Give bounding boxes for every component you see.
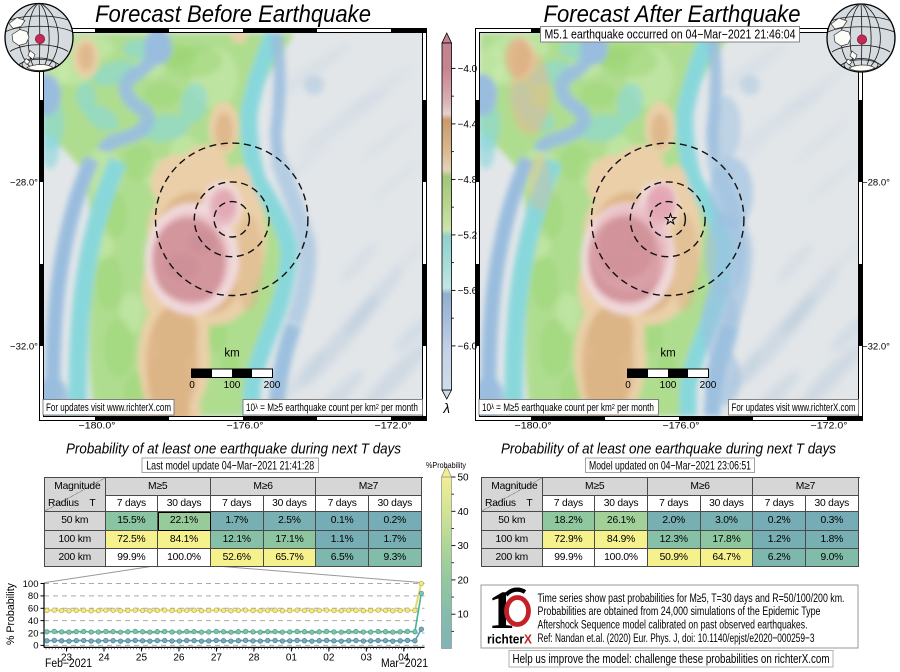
- svg-text:28: 28: [248, 653, 260, 664]
- svg-text:80: 80: [28, 591, 39, 602]
- svg-text:26: 26: [173, 653, 185, 664]
- svg-text:Last model update 04−Mar−2021: Last model update 04−Mar−2021 21:41:28: [146, 459, 314, 473]
- svg-text:50: 50: [458, 473, 470, 484]
- svg-text:100: 100: [660, 380, 677, 391]
- svg-text:Probabilities are obtained fro: Probabilities are obtained from 24,000 s…: [538, 604, 821, 618]
- svg-text:0: 0: [33, 641, 38, 652]
- svg-text:−6.0: −6.0: [458, 341, 478, 352]
- svg-text:−172.0°: −172.0°: [375, 421, 412, 432]
- svg-text:−32.0°: −32.0°: [862, 342, 890, 353]
- svg-text:100: 100: [224, 380, 241, 391]
- svg-text:200: 200: [264, 380, 281, 391]
- svg-text:Model updated on 04−Mar−2021 2: Model updated on 04−Mar−2021 23:06:51: [589, 459, 751, 473]
- svg-text:20: 20: [28, 628, 39, 639]
- svg-text:30: 30: [458, 541, 470, 552]
- svg-text:10λ = M≥5 earthquake count per: 10λ = M≥5 earthquake count per km2 per m…: [482, 402, 654, 414]
- svg-text:Help us improve the model: cha: Help us improve the model: challenge the…: [513, 652, 830, 666]
- svg-text:20: 20: [458, 575, 470, 586]
- svg-text:−28.0°: −28.0°: [862, 178, 890, 189]
- svg-text:For updates visit www.richterX: For updates visit www.richterX.com: [732, 402, 856, 414]
- svg-text:23: 23: [61, 653, 73, 664]
- svg-text:−5.6: −5.6: [458, 286, 478, 297]
- svg-text:200: 200: [700, 380, 717, 391]
- svg-text:km: km: [660, 348, 675, 360]
- svg-text:−4.8: −4.8: [458, 175, 478, 186]
- svg-text:−28.0°: −28.0°: [10, 178, 38, 189]
- svg-text:richterX: richterX: [487, 633, 533, 647]
- svg-text:10λ = M≥5 earthquake count per: 10λ = M≥5 earthquake count per km2 per m…: [246, 402, 418, 414]
- svg-text:λ: λ: [442, 401, 450, 416]
- svg-text:−176.0°: −176.0°: [663, 421, 700, 432]
- svg-text:10: 10: [458, 610, 470, 621]
- svg-text:0: 0: [189, 380, 195, 391]
- svg-text:−5.2: −5.2: [458, 230, 478, 241]
- svg-text:40: 40: [458, 507, 470, 518]
- svg-text:Probability of at least one ea: Probability of at least one earthquake d…: [501, 442, 836, 458]
- svg-text:−4.0: −4.0: [458, 64, 478, 75]
- svg-text:01: 01: [286, 653, 298, 664]
- svg-text:40: 40: [28, 616, 39, 627]
- svg-text:Forecast Before Earthquake: Forecast Before Earthquake: [95, 1, 371, 28]
- svg-text:−4.4: −4.4: [458, 119, 478, 130]
- svg-text:% Probability: % Probability: [5, 583, 17, 645]
- svg-text:Feb−2021: Feb−2021: [45, 658, 92, 670]
- svg-text:M5.1 earthquake occurred on 04: M5.1 earthquake occurred on 04−Mar−2021 …: [545, 28, 796, 42]
- svg-text:03: 03: [361, 653, 373, 664]
- svg-text:24: 24: [98, 653, 110, 664]
- svg-text:Aftershock Sequence model cali: Aftershock Sequence model calibrated on …: [538, 618, 808, 632]
- svg-text:60: 60: [28, 604, 39, 615]
- svg-text:04: 04: [398, 653, 410, 664]
- svg-text:−180.0°: −180.0°: [515, 421, 552, 432]
- svg-text:Time series show past probabil: Time series show past probabilities for …: [538, 591, 845, 605]
- svg-text:km: km: [224, 348, 239, 360]
- svg-text:Mar−2021: Mar−2021: [381, 658, 428, 670]
- svg-text:%Probability: %Probability: [426, 460, 467, 470]
- svg-text:25: 25: [136, 653, 148, 664]
- svg-text:02: 02: [323, 653, 335, 664]
- svg-text:−180.0°: −180.0°: [79, 421, 116, 432]
- svg-text:−176.0°: −176.0°: [227, 421, 264, 432]
- svg-text:−32.0°: −32.0°: [10, 342, 38, 353]
- svg-text:Forecast After Earthquake: Forecast After Earthquake: [544, 1, 801, 28]
- svg-text:27: 27: [211, 653, 223, 664]
- svg-text:0: 0: [625, 380, 631, 391]
- svg-text:−172.0°: −172.0°: [811, 421, 848, 432]
- svg-text:Ref: Nandan et.al. (2020) Eur.: Ref: Nandan et.al. (2020) Eur. Phys. J, …: [538, 631, 815, 645]
- svg-text:For updates visit www.richterX: For updates visit www.richterX.com: [46, 402, 171, 414]
- svg-text:Probability of at least one ea: Probability of at least one earthquake d…: [66, 442, 401, 458]
- svg-text:100: 100: [23, 579, 39, 590]
